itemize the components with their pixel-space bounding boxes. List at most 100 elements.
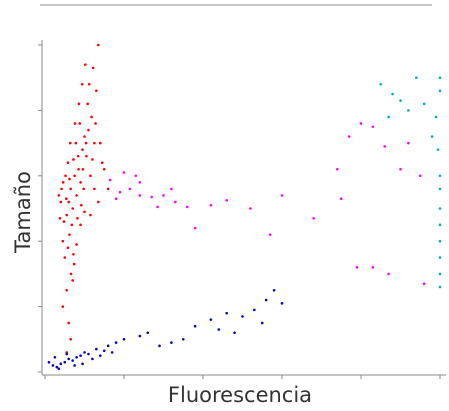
point	[90, 115, 93, 119]
point	[86, 102, 89, 106]
point	[174, 200, 177, 204]
point	[434, 115, 438, 119]
point	[63, 360, 67, 364]
point	[47, 360, 51, 364]
point	[114, 197, 118, 200]
point	[69, 338, 72, 341]
point	[249, 207, 252, 210]
point	[83, 63, 87, 66]
point	[87, 352, 90, 356]
point	[74, 141, 78, 145]
point	[95, 347, 98, 351]
point	[70, 223, 74, 227]
point	[97, 43, 100, 47]
point	[422, 282, 426, 286]
point	[146, 331, 149, 335]
point	[399, 99, 402, 102]
point	[83, 210, 86, 214]
point	[102, 349, 106, 353]
point	[102, 167, 106, 171]
point	[241, 315, 244, 318]
point	[67, 200, 70, 204]
point	[371, 125, 375, 129]
point	[181, 338, 185, 341]
point	[99, 141, 102, 145]
point	[91, 158, 94, 161]
point	[72, 252, 75, 256]
point	[110, 351, 114, 354]
point	[62, 220, 66, 223]
point	[93, 141, 96, 145]
point	[430, 135, 434, 138]
point	[138, 334, 142, 338]
point	[72, 158, 75, 161]
point	[67, 357, 70, 361]
point	[81, 167, 85, 171]
point	[77, 102, 81, 106]
point	[99, 354, 102, 357]
point	[150, 195, 153, 199]
point	[355, 266, 359, 269]
point	[57, 367, 61, 371]
point	[336, 167, 339, 171]
point	[66, 161, 70, 165]
point	[438, 187, 442, 191]
point	[63, 256, 67, 259]
point	[87, 82, 91, 86]
point	[82, 187, 86, 191]
point	[106, 187, 110, 191]
x-axis-label: Fluorescencia	[168, 383, 312, 407]
point	[75, 194, 78, 197]
point	[387, 272, 390, 276]
point	[73, 122, 77, 125]
point	[280, 302, 284, 305]
point	[122, 171, 126, 174]
point	[106, 344, 110, 348]
point	[81, 362, 84, 366]
point	[85, 154, 88, 158]
point	[75, 355, 78, 359]
point	[170, 187, 173, 191]
point	[260, 321, 264, 325]
point	[391, 92, 394, 96]
point	[422, 102, 426, 106]
point	[68, 233, 71, 236]
point	[108, 178, 112, 182]
point	[97, 200, 100, 204]
point	[66, 246, 70, 250]
point	[65, 288, 69, 292]
point	[128, 187, 132, 191]
point	[209, 318, 213, 321]
point	[264, 298, 268, 302]
point	[79, 223, 82, 227]
point	[79, 354, 82, 357]
point	[53, 355, 57, 359]
point	[438, 239, 442, 243]
point	[87, 128, 90, 132]
point	[162, 194, 165, 197]
point	[71, 359, 74, 362]
point	[71, 279, 74, 282]
point	[69, 272, 73, 276]
point	[438, 285, 442, 289]
point	[83, 135, 86, 138]
point	[438, 256, 442, 259]
point	[134, 174, 138, 178]
point	[80, 82, 84, 86]
point	[73, 364, 76, 367]
point	[93, 187, 96, 191]
point	[339, 197, 343, 200]
point	[436, 148, 440, 151]
point	[118, 190, 122, 194]
point	[65, 197, 68, 200]
point	[312, 217, 315, 220]
point	[233, 331, 236, 335]
point	[114, 341, 118, 344]
point	[80, 203, 83, 207]
point	[81, 148, 84, 151]
point	[64, 174, 67, 178]
point	[217, 328, 221, 331]
point	[55, 365, 59, 369]
point	[170, 341, 173, 344]
